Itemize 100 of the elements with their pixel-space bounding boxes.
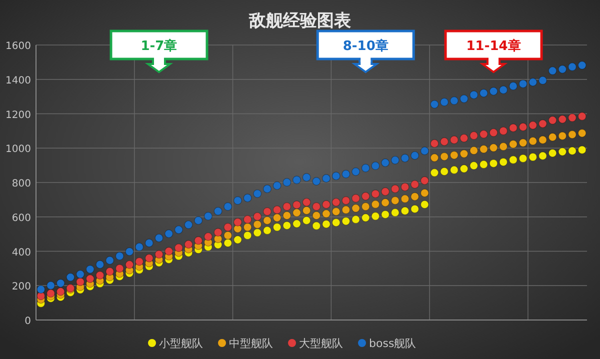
- point: [400, 194, 410, 204]
- point: [479, 160, 488, 169]
- point: [332, 172, 340, 180]
- point: [224, 231, 232, 240]
- point: [470, 161, 478, 170]
- point: [154, 234, 164, 242]
- point: [410, 151, 420, 160]
- point: [568, 114, 576, 122]
- point: [56, 279, 65, 288]
- point: [390, 156, 400, 164]
- point: [263, 226, 272, 235]
- point: [272, 214, 282, 222]
- point: [371, 190, 380, 198]
- point: [568, 130, 576, 139]
- point: [125, 247, 134, 256]
- point: [352, 215, 360, 224]
- point: [538, 136, 547, 144]
- point: [115, 252, 124, 260]
- point: [106, 267, 114, 276]
- point: [400, 206, 410, 216]
- point: [538, 152, 547, 160]
- point: [390, 208, 400, 217]
- point: [410, 204, 420, 214]
- point: [144, 238, 154, 248]
- point: [243, 222, 252, 232]
- point: [332, 198, 340, 206]
- point: [518, 138, 528, 147]
- point: [312, 211, 321, 220]
- point: [509, 140, 518, 148]
- point: [489, 128, 498, 137]
- point: [292, 200, 301, 210]
- point: [518, 122, 528, 132]
- point: [76, 278, 84, 286]
- point: [548, 116, 557, 124]
- point: [528, 78, 538, 86]
- point: [361, 192, 370, 200]
- point: [400, 182, 410, 192]
- point: [470, 131, 478, 140]
- point: [115, 264, 124, 273]
- point: [440, 137, 449, 146]
- point: [479, 130, 488, 138]
- point: [214, 207, 222, 216]
- point: [450, 96, 458, 105]
- y-tick-label: 0: [24, 316, 31, 327]
- point: [243, 231, 252, 240]
- point: [499, 158, 508, 166]
- chart-title: 敌舰经验图表: [248, 11, 352, 31]
- point: [76, 270, 84, 278]
- point: [528, 136, 538, 146]
- point: [312, 202, 321, 211]
- point: [36, 285, 46, 294]
- point: [174, 244, 183, 252]
- point: [96, 271, 104, 280]
- annotation: 1-7章: [140, 38, 178, 54]
- point: [253, 189, 262, 198]
- point: [489, 144, 498, 152]
- point: [292, 220, 301, 228]
- point: [440, 167, 449, 176]
- point: [352, 204, 360, 212]
- point: [263, 216, 272, 225]
- point: [568, 62, 576, 72]
- point: [272, 206, 282, 214]
- point: [440, 98, 449, 106]
- point: [174, 226, 183, 234]
- point: [224, 238, 232, 248]
- point: [381, 198, 390, 207]
- point: [46, 289, 55, 298]
- point: [460, 164, 468, 173]
- point: [164, 230, 174, 238]
- annotation: 8-10章: [342, 38, 388, 54]
- point: [322, 210, 330, 218]
- point: [381, 187, 390, 196]
- point: [499, 142, 508, 151]
- y-tick-label: 1600: [6, 41, 31, 52]
- point: [361, 164, 370, 172]
- y-tick-label: 1000: [6, 144, 31, 156]
- y-tick-label: 800: [12, 178, 31, 190]
- point: [322, 200, 330, 209]
- point: [430, 168, 439, 177]
- point: [292, 176, 301, 184]
- annotation: 11-14章: [466, 38, 521, 54]
- point: [430, 154, 439, 162]
- point: [332, 207, 340, 216]
- point: [352, 167, 360, 176]
- point: [302, 198, 311, 206]
- point: [234, 196, 242, 205]
- point: [106, 256, 114, 265]
- y-tick-label: 600: [12, 212, 31, 224]
- legend-label: 中型舰队: [229, 337, 273, 350]
- point: [312, 177, 321, 186]
- point: [272, 222, 282, 232]
- point: [135, 257, 144, 266]
- point: [578, 112, 586, 121]
- point: [184, 240, 193, 249]
- point: [253, 220, 262, 229]
- point: [204, 232, 212, 241]
- point: [234, 236, 242, 244]
- legend-label: 大型舰队: [299, 337, 343, 350]
- point: [558, 132, 567, 140]
- point: [125, 260, 134, 269]
